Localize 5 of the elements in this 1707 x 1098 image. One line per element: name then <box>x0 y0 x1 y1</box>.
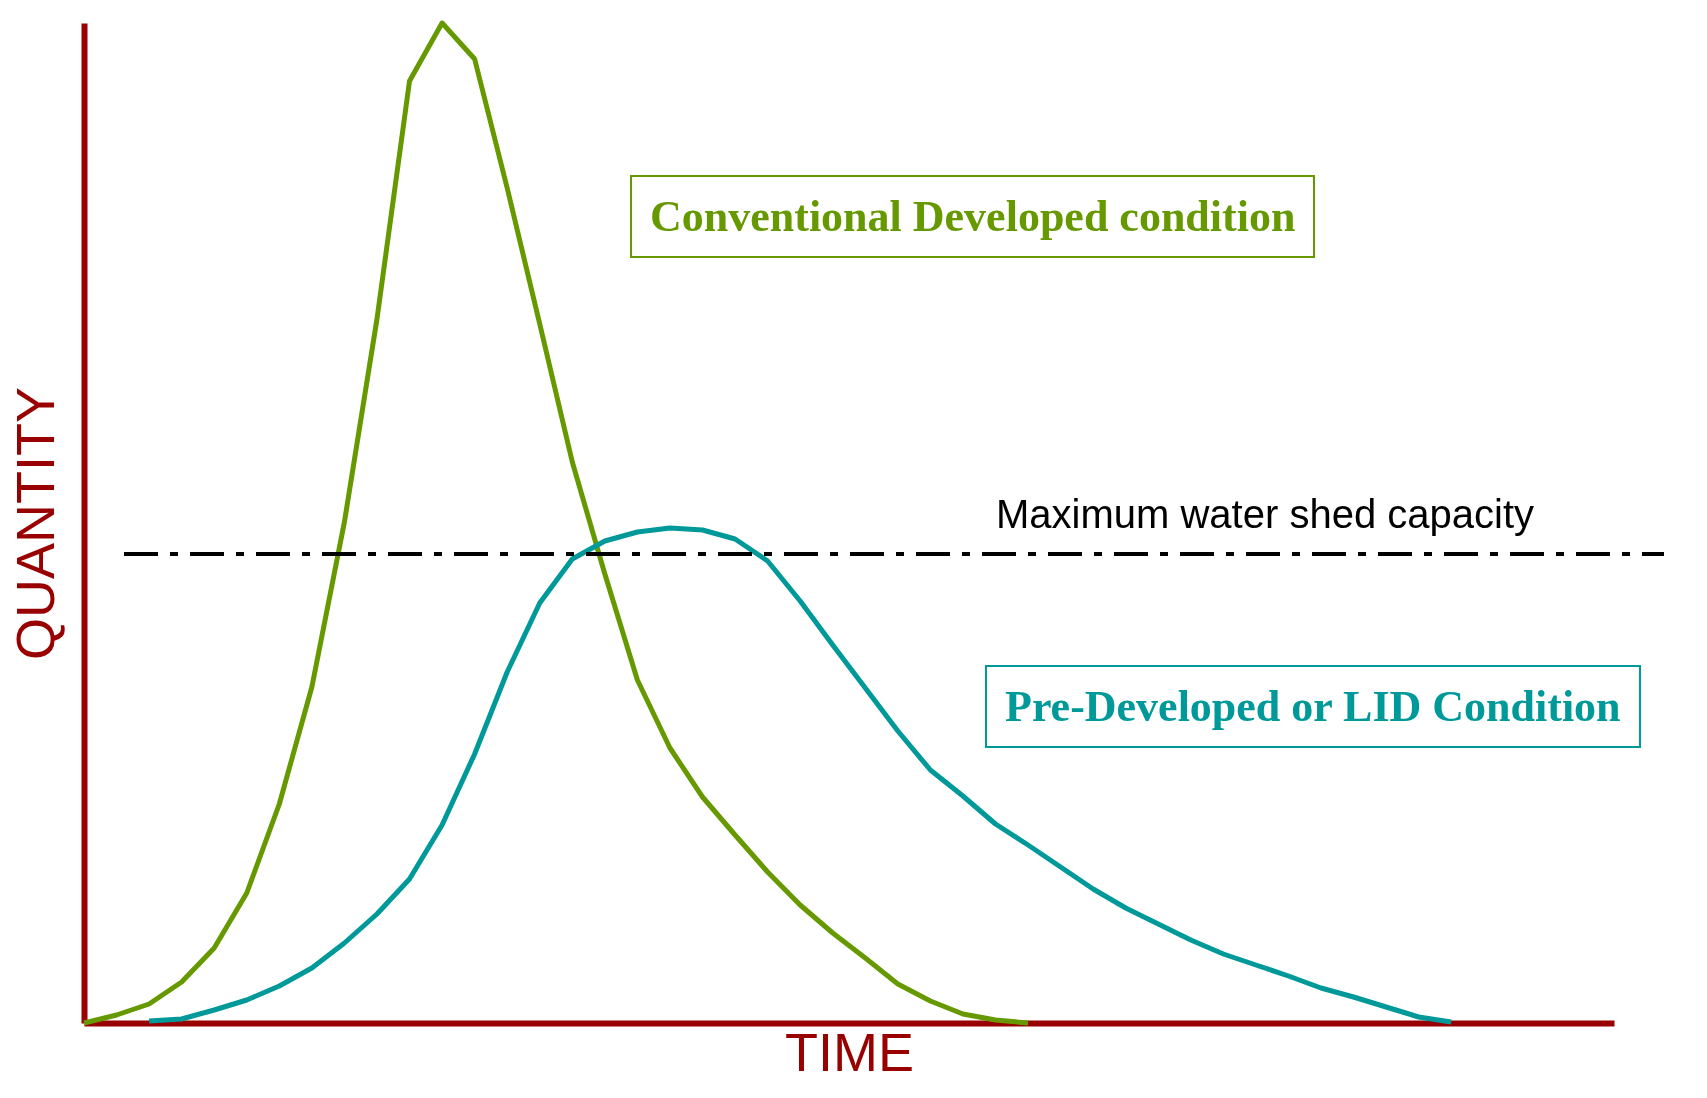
ref-line-label: Maximum water shed capacity <box>996 492 1534 536</box>
x-axis-title: TIME <box>785 1021 914 1082</box>
y-axis-title: QUANTITY <box>4 386 65 661</box>
series-label: Pre-Developed or LID Condition <box>985 665 1641 748</box>
text: Conventional Developed condition <box>630 175 1316 258</box>
